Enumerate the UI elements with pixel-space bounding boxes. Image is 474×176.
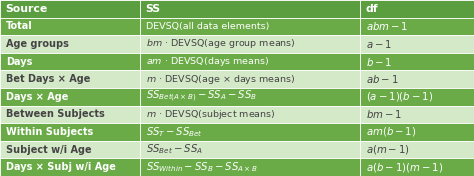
Text: $abm-1$: $abm-1$ xyxy=(366,20,408,32)
Bar xyxy=(360,35,474,53)
Text: $b-1$: $b-1$ xyxy=(366,56,392,68)
Text: $m$ · DEVSQ(age × days means): $m$ · DEVSQ(age × days means) xyxy=(146,73,295,86)
Bar xyxy=(140,158,360,176)
Bar xyxy=(140,0,360,18)
Text: $bm$ · DEVSQ(age group means): $bm$ · DEVSQ(age group means) xyxy=(146,37,295,51)
Text: $SS_T - SS_{Bet}$: $SS_T - SS_{Bet}$ xyxy=(146,125,202,139)
Bar xyxy=(0,35,140,53)
Bar xyxy=(140,18,360,35)
Bar xyxy=(360,53,474,70)
Bar xyxy=(0,88,140,106)
Text: df: df xyxy=(366,4,379,14)
Text: $am(b-1)$: $am(b-1)$ xyxy=(366,125,416,139)
Bar xyxy=(360,158,474,176)
Bar xyxy=(0,123,140,141)
Text: $am$ · DEVSQ(days means): $am$ · DEVSQ(days means) xyxy=(146,55,269,68)
Text: $m$ · DEVSQ(subject means): $m$ · DEVSQ(subject means) xyxy=(146,108,275,121)
Bar xyxy=(0,141,140,158)
Bar xyxy=(360,88,474,106)
Bar xyxy=(140,88,360,106)
Bar xyxy=(360,141,474,158)
Text: $SS_{Bet} - SS_A$: $SS_{Bet} - SS_A$ xyxy=(146,143,202,156)
Text: $SS_{Within} - SS_B - SS_{A \times B}$: $SS_{Within} - SS_B - SS_{A \times B}$ xyxy=(146,160,257,174)
Text: $a(b-1)(m-1)$: $a(b-1)(m-1)$ xyxy=(366,161,443,174)
Text: Days: Days xyxy=(6,57,32,67)
Bar xyxy=(140,70,360,88)
Bar xyxy=(0,18,140,35)
Text: Age groups: Age groups xyxy=(6,39,69,49)
Text: $bm-1$: $bm-1$ xyxy=(366,108,402,120)
Bar xyxy=(140,35,360,53)
Text: Total: Total xyxy=(6,21,32,31)
Text: Days × Subj w/i Age: Days × Subj w/i Age xyxy=(6,162,116,172)
Text: Between Subjects: Between Subjects xyxy=(6,109,104,119)
Text: SS: SS xyxy=(146,4,161,14)
Text: $a(m-1)$: $a(m-1)$ xyxy=(366,143,410,156)
Bar xyxy=(360,18,474,35)
Text: DEVSQ(all data elements): DEVSQ(all data elements) xyxy=(146,22,269,31)
Bar xyxy=(140,141,360,158)
Bar xyxy=(140,106,360,123)
Bar xyxy=(360,0,474,18)
Text: $a-1$: $a-1$ xyxy=(366,38,392,50)
Text: Subject w/i Age: Subject w/i Age xyxy=(6,145,91,155)
Bar xyxy=(0,53,140,70)
Bar xyxy=(140,123,360,141)
Text: $ab-1$: $ab-1$ xyxy=(366,73,399,85)
Bar xyxy=(0,70,140,88)
Bar xyxy=(0,0,140,18)
Bar xyxy=(360,70,474,88)
Bar xyxy=(360,106,474,123)
Bar xyxy=(0,106,140,123)
Text: Days × Age: Days × Age xyxy=(6,92,68,102)
Text: $(a-1)(b-1)$: $(a-1)(b-1)$ xyxy=(366,90,433,103)
Text: $SS_{Bet(A \times B)} - SS_A - SS_B$: $SS_{Bet(A \times B)} - SS_A - SS_B$ xyxy=(146,89,257,105)
Text: Within Subjects: Within Subjects xyxy=(6,127,93,137)
Text: Source: Source xyxy=(6,4,48,14)
Bar xyxy=(140,53,360,70)
Bar xyxy=(360,123,474,141)
Text: Bet Days × Age: Bet Days × Age xyxy=(6,74,90,84)
Bar xyxy=(0,158,140,176)
